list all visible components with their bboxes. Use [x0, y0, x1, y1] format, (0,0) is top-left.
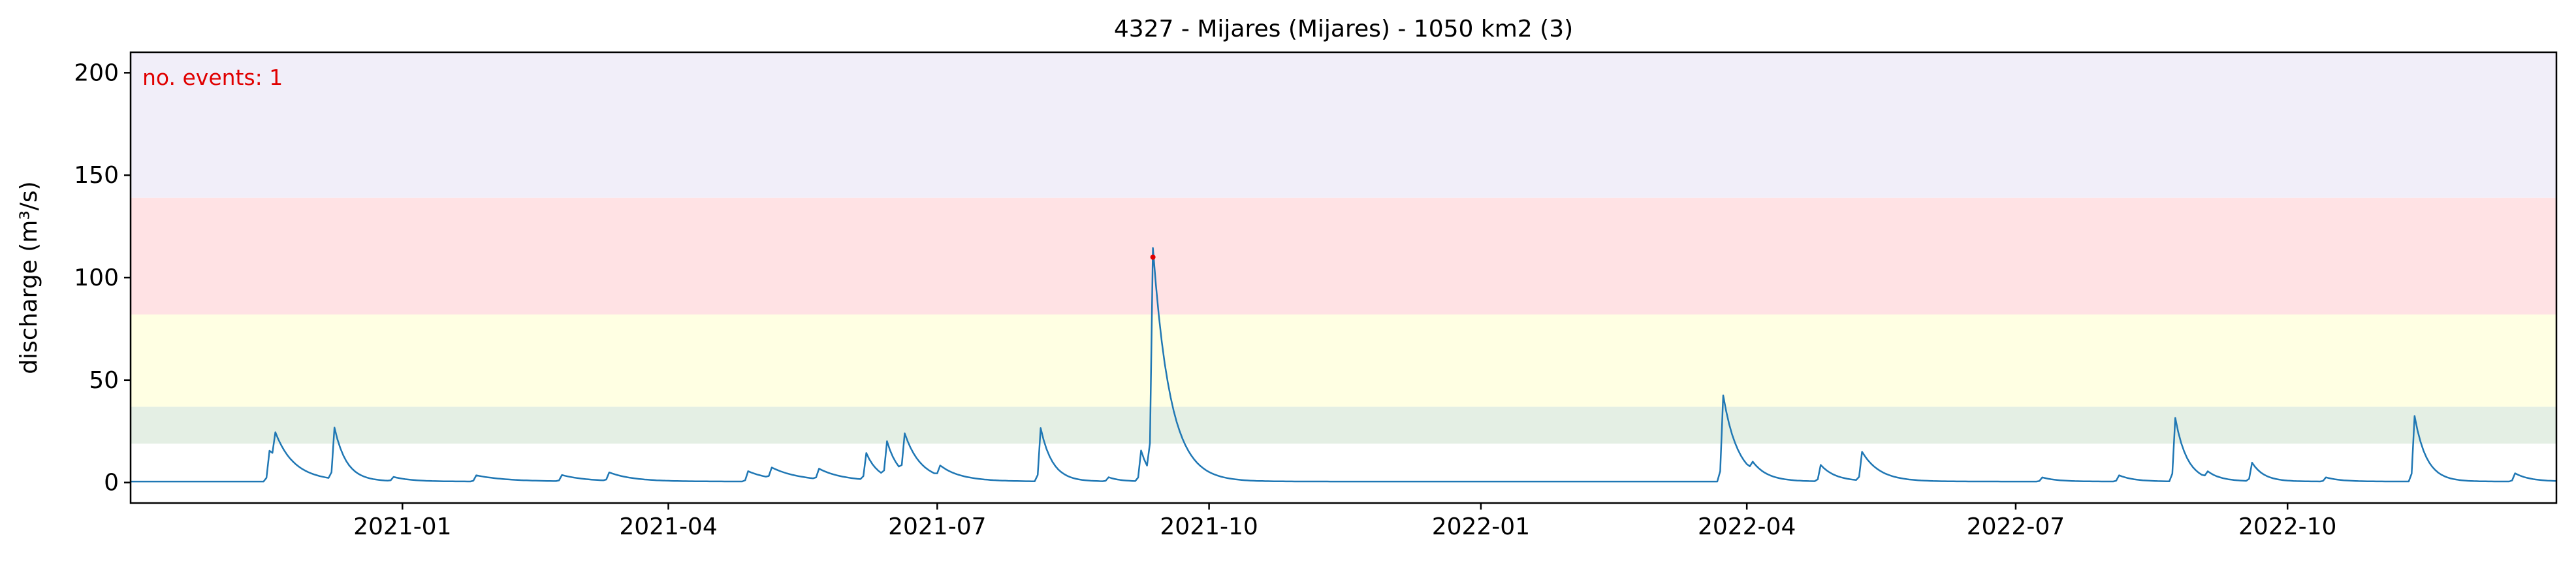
event-count-annotation: no. events: 1 [142, 65, 283, 90]
y-tick-label-2: 100 [74, 265, 119, 291]
y-tick-label-1: 50 [89, 367, 119, 394]
x-tick-label-3: 2021-10 [1160, 513, 1258, 540]
y-tick-label-4: 200 [74, 59, 119, 86]
y-axis-label: discharge (m³/s) [16, 181, 42, 374]
threshold-bands [131, 52, 2556, 444]
x-tick-label-1: 2021-04 [619, 513, 717, 540]
discharge-line [131, 247, 2557, 483]
discharge-series [131, 247, 2557, 483]
threshold-band-0 [131, 406, 2556, 444]
x-tick-label-7: 2022-10 [2238, 513, 2336, 540]
threshold-band-1 [131, 314, 2556, 407]
x-tick-label-4: 2022-01 [1432, 513, 1530, 540]
y-tick-label-3: 150 [74, 162, 119, 189]
threshold-band-2 [131, 197, 2556, 315]
event-markers [1150, 254, 1156, 260]
y-axis: 0 50 100 150 200 [74, 59, 131, 496]
x-axis: 2021-01 2021-04 2021-07 2021-10 2022-01 2022-… [353, 503, 2336, 540]
chart-title: 4327 - Mijares (Mijares) - 1050 km2 (3) [1114, 16, 1573, 42]
x-tick-label-0: 2021-01 [353, 513, 451, 540]
y-tick-label-0: 0 [104, 470, 119, 496]
x-tick-label-6: 2022-07 [1967, 513, 2065, 540]
x-tick-label-5: 2022-04 [1698, 513, 1796, 540]
threshold-band-3 [131, 52, 2556, 198]
event-marker-0 [1150, 254, 1156, 260]
x-tick-label-2: 2021-07 [888, 513, 986, 540]
